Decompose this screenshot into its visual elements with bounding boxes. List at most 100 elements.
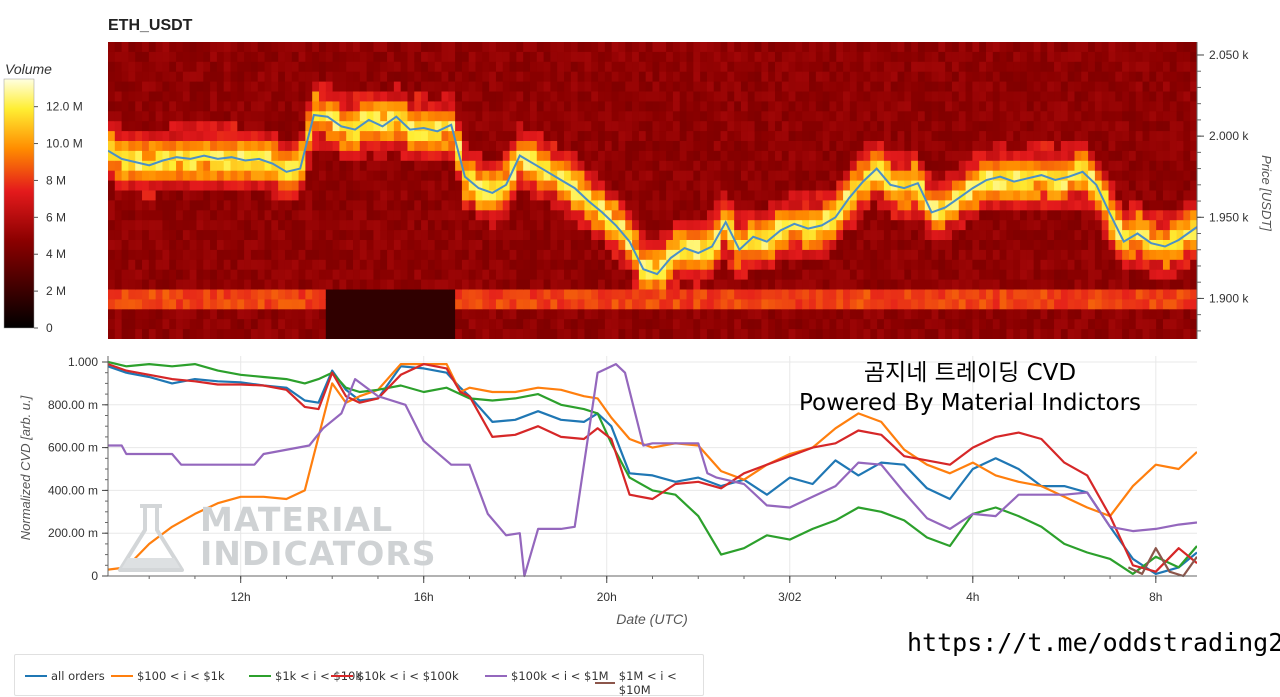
heatmap-cell bbox=[672, 91, 681, 102]
heatmap-cell bbox=[584, 51, 592, 63]
heatmap-cell bbox=[1135, 121, 1144, 132]
heatmap-cell bbox=[475, 160, 483, 172]
heatmap-cell bbox=[203, 299, 211, 310]
heatmap-cell bbox=[271, 141, 279, 152]
heatmap-cell bbox=[250, 61, 259, 73]
heatmap-cell bbox=[747, 71, 756, 83]
heatmap-cell bbox=[1067, 180, 1076, 192]
heatmap-cell bbox=[945, 150, 953, 162]
heatmap-cell bbox=[543, 259, 552, 271]
heatmap-cell bbox=[1176, 210, 1184, 221]
heatmap-cell bbox=[1040, 279, 1048, 291]
legend-item[interactable]: $100k < i < $1M bbox=[485, 669, 609, 683]
heatmap-cell bbox=[550, 51, 558, 63]
heatmap-cell bbox=[1190, 91, 1197, 102]
heatmap-cell bbox=[523, 81, 531, 93]
heatmap-cell bbox=[1156, 279, 1164, 291]
heatmap-cell bbox=[917, 101, 926, 112]
heatmap-cell bbox=[1135, 299, 1144, 310]
heatmap-cell bbox=[938, 249, 946, 261]
heatmap-cell bbox=[877, 61, 885, 73]
heatmap-cell bbox=[795, 81, 803, 93]
heatmap-cell bbox=[863, 160, 871, 172]
heatmap-cell bbox=[938, 240, 946, 251]
heatmap-cell bbox=[468, 200, 477, 211]
heatmap-cell bbox=[427, 269, 436, 281]
heatmap-cell bbox=[570, 111, 579, 122]
heatmap-cell bbox=[359, 131, 368, 142]
heatmap-cell bbox=[897, 111, 905, 122]
heatmap-cell bbox=[461, 141, 470, 152]
heatmap-cell bbox=[230, 299, 238, 310]
heatmap-cell bbox=[250, 329, 259, 339]
heatmap-cell bbox=[468, 141, 477, 152]
heatmap-cell bbox=[393, 150, 402, 162]
heatmap-cell bbox=[223, 309, 232, 320]
heatmap-cell bbox=[809, 289, 817, 300]
heatmap-cell bbox=[713, 91, 722, 102]
heatmap-cell bbox=[924, 101, 933, 112]
heatmap-cell bbox=[1128, 150, 1137, 162]
heatmap-cell bbox=[632, 279, 640, 291]
heatmap-cell bbox=[250, 170, 259, 182]
heatmap-cell bbox=[1122, 121, 1130, 132]
heatmap-cell bbox=[713, 329, 722, 339]
heatmap-cell bbox=[353, 71, 361, 83]
heatmap-cell bbox=[332, 170, 341, 182]
heatmap-cell bbox=[114, 279, 123, 291]
heatmap-cell bbox=[598, 150, 606, 162]
heatmap-cell bbox=[638, 240, 647, 251]
legend-item[interactable]: all orders bbox=[25, 669, 105, 683]
heatmap-cell bbox=[768, 220, 776, 231]
heatmap-cell bbox=[727, 81, 735, 93]
heatmap-cell bbox=[148, 210, 157, 221]
heatmap-cell bbox=[843, 180, 851, 192]
heatmap-cell bbox=[802, 329, 810, 339]
heatmap-cell bbox=[1013, 220, 1021, 231]
heatmap-cell bbox=[1149, 150, 1157, 162]
legend-item[interactable]: $1k < i < $10k bbox=[249, 669, 362, 683]
heatmap-cell bbox=[291, 121, 300, 132]
heatmap-cell bbox=[815, 141, 824, 152]
heatmap-cell bbox=[312, 81, 320, 93]
heatmap-cell bbox=[679, 141, 688, 152]
heatmap-cell bbox=[1013, 309, 1021, 320]
heatmap-cell bbox=[196, 180, 204, 192]
heatmap-cell bbox=[965, 51, 973, 63]
legend-item[interactable]: $10k < i < $100k bbox=[331, 669, 459, 683]
heatmap-cell bbox=[1033, 210, 1042, 221]
heatmap-cell bbox=[482, 299, 490, 310]
heatmap-cell bbox=[237, 180, 245, 192]
heatmap-cell bbox=[911, 121, 919, 132]
heatmap-cell bbox=[366, 299, 375, 310]
heatmap-cell bbox=[951, 61, 960, 73]
heatmap-cell bbox=[461, 269, 470, 281]
heatmap-cell bbox=[162, 289, 170, 300]
heatmap-cell bbox=[924, 289, 933, 300]
heatmap-cell bbox=[1074, 150, 1082, 162]
heatmap-cell bbox=[1074, 170, 1082, 182]
heatmap-cell bbox=[591, 180, 599, 192]
heatmap-cell bbox=[972, 200, 980, 211]
heatmap-cell bbox=[1074, 210, 1082, 221]
heatmap-cell bbox=[359, 51, 368, 63]
heatmap-cell bbox=[1067, 150, 1076, 162]
heatmap-cell bbox=[781, 249, 790, 261]
heatmap-cell bbox=[999, 279, 1008, 291]
heatmap-cell bbox=[455, 230, 463, 241]
heatmap-cell bbox=[244, 190, 252, 201]
heatmap-cell bbox=[550, 111, 558, 122]
heatmap-cell bbox=[1081, 42, 1089, 53]
telegram-link[interactable]: https://t.me/oddstrading2 bbox=[907, 628, 1280, 657]
legend-item[interactable]: $1M < i < $10M bbox=[595, 669, 703, 697]
cvd-x-tick-label: 4h bbox=[966, 590, 979, 604]
heatmap-cell bbox=[128, 71, 136, 83]
heatmap-cell bbox=[1033, 101, 1042, 112]
heatmap-cell bbox=[1162, 81, 1171, 93]
heatmap-cell bbox=[1128, 259, 1137, 271]
heatmap-cell bbox=[618, 51, 626, 63]
heatmap-cell bbox=[1101, 190, 1110, 201]
legend-item[interactable]: $100 < i < $1k bbox=[111, 669, 225, 683]
heatmap-cell bbox=[210, 42, 218, 53]
heatmap-cell bbox=[870, 42, 878, 53]
